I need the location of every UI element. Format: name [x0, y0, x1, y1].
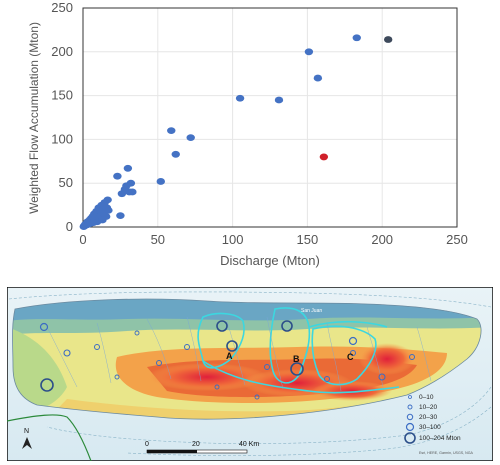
y-tick-label: 100 — [51, 131, 73, 146]
legend-item-2: 10–20 — [419, 404, 437, 411]
data-point — [383, 36, 393, 43]
svg-text:N: N — [24, 428, 29, 435]
data-point — [274, 96, 284, 104]
map-legend: 0–10 10–20 20–30 30–100 100–204 Mton Esr… — [404, 394, 474, 455]
x-axis-title: Discharge (Mton) — [220, 253, 320, 268]
discharge-circles — [39, 320, 415, 400]
data-point — [167, 127, 176, 135]
axis-ticks: 0 50 100 150 200 250 0 50 100 150 200 250 — [51, 0, 468, 247]
data-point — [235, 94, 245, 102]
data-point — [104, 206, 113, 214]
x-tick-label: 200 — [371, 232, 393, 247]
legend-item-1: 0–10 — [419, 394, 434, 401]
boundary-lines — [7, 414, 92, 461]
grid-lines — [82, 7, 458, 228]
data-point — [319, 153, 329, 161]
legend-item-4: 30–100 — [419, 424, 441, 431]
north-arrow: N — [22, 428, 32, 449]
y-tick-label: 200 — [51, 44, 73, 59]
y-tick-label: 150 — [51, 88, 73, 103]
data-point — [156, 178, 165, 185]
data-point — [128, 188, 137, 196]
scale-tick-0: 0 — [145, 441, 149, 448]
x-tick-label: 150 — [297, 232, 319, 247]
data-point — [103, 196, 112, 204]
data-point — [101, 213, 111, 220]
river-network — [46, 316, 432, 392]
legend-item-3: 20–30 — [419, 414, 437, 421]
watershed-label-b: B — [293, 354, 300, 364]
legend-item-5: 100–204 Mton — [419, 435, 461, 442]
data-point — [352, 34, 361, 42]
data-point — [116, 212, 125, 220]
island-outline — [12, 298, 482, 420]
data-point — [304, 48, 314, 56]
scale-tick-20: 20 — [192, 441, 200, 448]
x-tick-label: 50 — [151, 232, 165, 247]
y-tick-label: 50 — [59, 175, 73, 190]
watershed-label-c: C — [347, 352, 354, 362]
scale-bar: 0 20 40 Km — [145, 441, 259, 454]
data-point — [113, 172, 122, 180]
data-point — [313, 74, 323, 82]
y-axis-title: Weighted Flow Accumulation (Mton) — [27, 22, 41, 214]
y-tick-label: 250 — [51, 0, 73, 15]
scale-tick-40: 40 Km — [239, 441, 259, 448]
plot-frame — [82, 7, 458, 228]
x-tick-label: 0 — [79, 232, 86, 247]
watershed-label-a: A — [226, 351, 233, 361]
y-tick-label: 0 — [66, 219, 73, 234]
bathymetry-lines — [8, 291, 492, 456]
x-tick-label: 250 — [446, 232, 468, 247]
data-point — [126, 179, 136, 187]
data-points — [79, 34, 393, 230]
data-point — [186, 134, 195, 142]
map-attribution: Esri, HERE, Garmin, USGS, NGA — [419, 451, 474, 455]
x-tick-label: 100 — [222, 232, 244, 247]
place-label-san-juan: San Juan — [301, 308, 322, 314]
data-point — [123, 164, 133, 172]
data-point — [171, 150, 180, 158]
map-panel: A B C San Juan N 0 20 40 Km 0–10 10–20 2… — [7, 287, 493, 461]
scatter-chart: 0 50 100 150 200 250 0 50 100 150 200 250 Discharge… — [27, 0, 468, 268]
